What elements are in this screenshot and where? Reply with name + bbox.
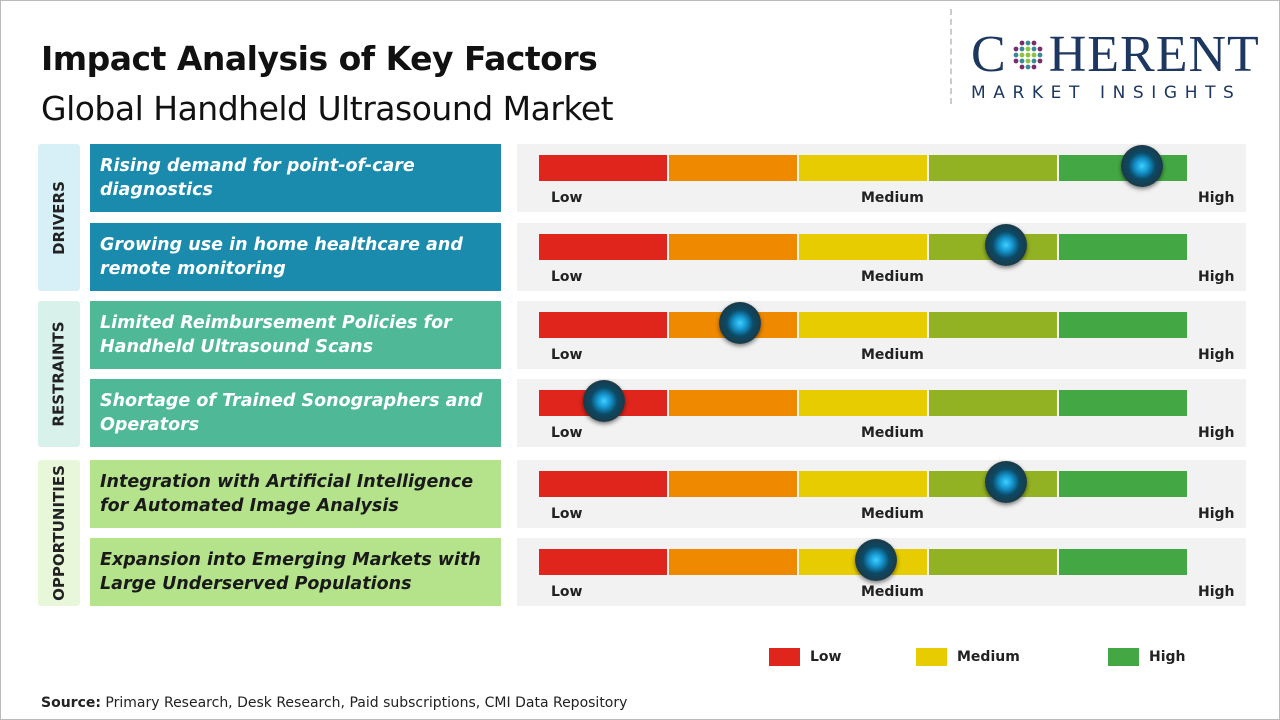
segment-low (539, 549, 667, 575)
gauge-bar (539, 312, 1187, 338)
factor-label: Integration with Artificial Intelligence… (90, 460, 501, 528)
high-label: High (1198, 190, 1235, 206)
low-label: Low (551, 506, 583, 522)
legend-low: Low (769, 648, 841, 666)
impact-indicator (984, 461, 1027, 503)
factor-label: Limited Reimbursement Policies for Handh… (90, 301, 501, 369)
segment-high (1059, 549, 1187, 575)
segment-med_high (929, 155, 1057, 181)
impact-indicator (984, 224, 1027, 266)
segment-low (539, 312, 667, 338)
impact-gauge: Low Medium High (517, 379, 1246, 447)
factor-label: Expansion into Emerging Markets with Lar… (90, 538, 501, 606)
legend-medium: Medium (916, 648, 1020, 666)
gauge-bar (539, 234, 1187, 260)
high-label: High (1198, 425, 1235, 441)
gauge-bar (539, 471, 1187, 497)
segment-high (1059, 471, 1187, 497)
segment-medium (799, 312, 927, 338)
segment-med_high (929, 390, 1057, 416)
segment-med_high (929, 312, 1057, 338)
factor-label: Shortage of Trained Sonographers and Ope… (90, 379, 501, 447)
gauge-bar (539, 390, 1187, 416)
page-subtitle: Global Handheld Ultrasound Market (41, 89, 614, 128)
impact-indicator (854, 539, 897, 581)
low-label: Low (551, 425, 583, 441)
source-note: Source: Primary Research, Desk Research,… (41, 695, 628, 711)
low-label: Low (551, 584, 583, 600)
segment-low_med (669, 234, 797, 260)
category-drivers: DRIVERS (38, 144, 80, 291)
segment-low_med (669, 390, 797, 416)
medium-label: Medium (861, 506, 924, 522)
globe-icon (1013, 40, 1043, 70)
segment-low (539, 234, 667, 260)
impact-indicator (1120, 145, 1163, 187)
category-opportunities: OPPORTUNITIES (38, 460, 80, 606)
gauge-bar (539, 155, 1187, 181)
factor-label: Rising demand for point-of-care diagnost… (90, 144, 501, 212)
segment-low (539, 471, 667, 497)
impact-indicator (582, 380, 625, 422)
medium-label: Medium (861, 269, 924, 285)
low-label: Low (551, 347, 583, 363)
high-label: High (1198, 584, 1235, 600)
factor-label: Growing use in home healthcare and remot… (90, 223, 501, 291)
high-label: High (1198, 347, 1235, 363)
impact-gauge: Low Medium High (517, 460, 1246, 528)
segment-low (539, 155, 667, 181)
category-restraints: RESTRAINTS (38, 301, 80, 447)
impact-gauge: Low Medium High (517, 301, 1246, 369)
impact-indicator (718, 302, 761, 344)
segment-low_med (669, 471, 797, 497)
medium-label: Medium (861, 190, 924, 206)
segment-medium (799, 155, 927, 181)
logo: C HERENT MARKET INSIGHTS (971, 26, 1260, 104)
divider (950, 9, 952, 104)
segment-medium (799, 390, 927, 416)
page-title: Impact Analysis of Key Factors (41, 39, 598, 78)
segment-high (1059, 312, 1187, 338)
medium-label: Medium (861, 584, 924, 600)
segment-low_med (669, 155, 797, 181)
legend-high: High (1108, 648, 1186, 666)
segment-medium (799, 471, 927, 497)
segment-low_med (669, 549, 797, 575)
impact-gauge: Low Medium High (517, 538, 1246, 606)
high-label: High (1198, 506, 1235, 522)
impact-gauge: Low Medium High (517, 144, 1246, 212)
low-label: Low (551, 269, 583, 285)
medium-label: Medium (861, 347, 924, 363)
segment-high (1059, 390, 1187, 416)
segment-high (1059, 234, 1187, 260)
high-label: High (1198, 269, 1235, 285)
impact-gauge: Low Medium High (517, 223, 1246, 291)
segment-medium (799, 234, 927, 260)
segment-med_high (929, 549, 1057, 575)
low-label: Low (551, 190, 583, 206)
medium-label: Medium (861, 425, 924, 441)
